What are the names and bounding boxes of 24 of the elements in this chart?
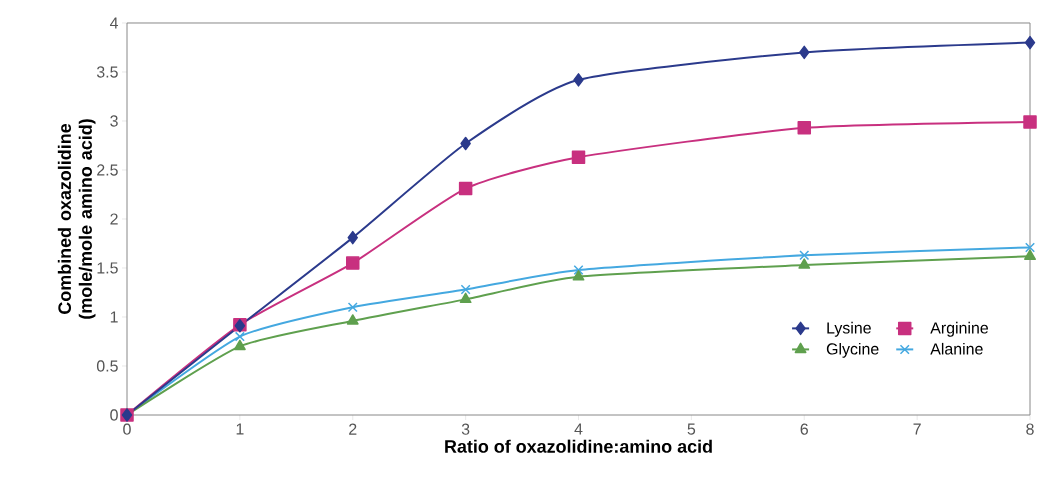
y-tick-label: 0 xyxy=(110,409,118,421)
x-tick-label: 8 xyxy=(1026,423,1034,435)
y-tick-label: 3 xyxy=(110,115,118,127)
x-tick-label: 5 xyxy=(687,423,696,435)
legend-label: Lysine xyxy=(827,321,871,337)
x-tick-label: 1 xyxy=(236,423,244,435)
y-tick-label: 1.5 xyxy=(97,262,118,274)
x-tick-label: 7 xyxy=(913,423,921,435)
y-tick-label: 2.5 xyxy=(97,164,118,176)
y-tick-label: 0.5 xyxy=(96,360,118,372)
y-axis-title: Combined oxazolidine (mole/mole amino acid) xyxy=(57,119,96,319)
x-tick-label: 6 xyxy=(800,423,808,435)
y-tick-label: 2 xyxy=(110,213,118,225)
x-tick-label: 0 xyxy=(123,423,131,435)
y-tick-label: 1 xyxy=(110,311,118,323)
y-tick-label: 4 xyxy=(109,17,119,29)
x-tick-label: 4 xyxy=(574,423,583,435)
legend-label: Alanine xyxy=(930,342,983,355)
legend-label: Arginine xyxy=(930,321,988,337)
y-tick-label: 3.5 xyxy=(96,66,118,78)
x-tick-label: 2 xyxy=(349,423,357,435)
x-tick-label: 3 xyxy=(461,423,470,435)
x-axis-title: Ratio of oxazolidine:amino acid xyxy=(445,439,712,453)
legend-label: Glycine xyxy=(826,342,879,358)
